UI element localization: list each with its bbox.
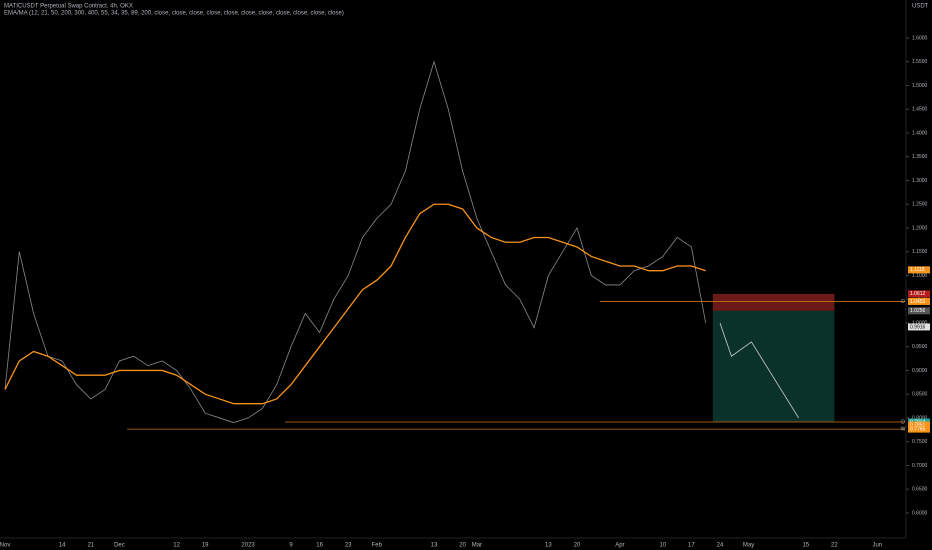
y-tick-label: 0.7500 — [912, 439, 928, 445]
target-zone — [712, 310, 835, 423]
y-tick-label: 1.2000 — [912, 225, 928, 231]
y-tick-label: 1.4000 — [912, 130, 928, 136]
y-tick-label: 0.9500 — [912, 344, 928, 350]
price-tag — [908, 421, 930, 429]
x-tick-label: Feb — [372, 543, 383, 549]
price-tag — [908, 323, 930, 331]
price-tag-label: 1.1118 — [910, 267, 925, 273]
y-tick-label: 1.3500 — [912, 154, 928, 160]
y-axis-label: USDT — [912, 4, 929, 10]
x-tick-label: May — [743, 543, 754, 549]
y-tick-label: 0.8000 — [912, 415, 928, 421]
x-tick-label: 19 — [202, 543, 209, 549]
x-tick-label: 21 — [87, 543, 94, 549]
x-tick-label: 14 — [59, 543, 66, 549]
price-tag — [908, 297, 930, 305]
x-tick-label: Mar — [472, 543, 482, 549]
level-mark: D — [901, 299, 905, 305]
x-tick-label: 12 — [173, 543, 180, 549]
x-tick-label: Nov — [0, 543, 10, 549]
y-tick-label: 0.6500 — [912, 487, 928, 493]
stop-zone — [712, 293, 835, 311]
x-tick-label: 17 — [688, 543, 695, 549]
level-mark: D — [901, 419, 905, 425]
x-tick-label: 20 — [574, 543, 581, 549]
price-tag — [908, 307, 930, 315]
x-tick-label: 13 — [545, 543, 552, 549]
y-tick-label: 1.2500 — [912, 202, 928, 208]
x-tick-label: 15 — [802, 543, 809, 549]
price-tag — [908, 290, 930, 298]
x-tick-label: 16 — [316, 543, 323, 549]
x-tick-label: Dec — [114, 543, 125, 549]
x-tick-label: 23 — [345, 543, 352, 549]
price-tag-label: 1.0256 — [910, 308, 926, 314]
y-tick-label: 0.9000 — [912, 368, 928, 374]
price-tag-label: 1.0453 — [910, 299, 926, 305]
y-tick-label: 1.4500 — [912, 107, 928, 113]
projection — [719, 322, 799, 419]
level-mark: W — [901, 426, 906, 432]
x-tick-label: 20 — [459, 543, 466, 549]
price-tag-label: 0.7765 — [910, 426, 926, 432]
x-tick-label: Jun — [872, 543, 882, 549]
price-tag-label: 0.9916 — [910, 324, 926, 330]
price-tag — [908, 425, 930, 433]
x-tick-label: 9 — [289, 543, 293, 549]
x-tick-label: 13 — [431, 543, 438, 549]
indicator-legend: EMA/MA (12, 21, 50, 200, 300, 400, 55, 3… — [4, 11, 344, 17]
y-tick-label: 0.8500 — [912, 392, 928, 398]
y-tick-label: 1.0000 — [912, 320, 928, 326]
x-tick-label: Apr — [615, 543, 624, 549]
chart-title: MATICUSDT Perpetual Swap Contract, 4h, O… — [4, 4, 133, 10]
y-tick-label: 1.3000 — [912, 178, 928, 184]
price-tag-label: 0.7851 — [910, 422, 926, 428]
y-tick-label: 1.6000 — [912, 35, 928, 41]
series-line — [4, 203, 706, 405]
price-tag-label: 1.0612 — [910, 291, 926, 297]
y-tick-label: 1.5000 — [912, 83, 928, 89]
y-tick-label: 1.1500 — [912, 249, 928, 255]
series-line — [4, 60, 707, 424]
y-tick-label: 1.1000 — [912, 273, 928, 279]
x-tick-label: 22 — [831, 543, 838, 549]
price-tag — [908, 266, 930, 274]
x-tick-label: 2023 — [241, 543, 255, 549]
y-tick-label: 1.5500 — [912, 59, 928, 65]
y-tick-label: 0.7000 — [912, 463, 928, 469]
y-tick-label: 0.6000 — [912, 510, 928, 516]
x-tick-label: 10 — [659, 543, 666, 549]
x-tick-label: 24 — [717, 543, 724, 549]
